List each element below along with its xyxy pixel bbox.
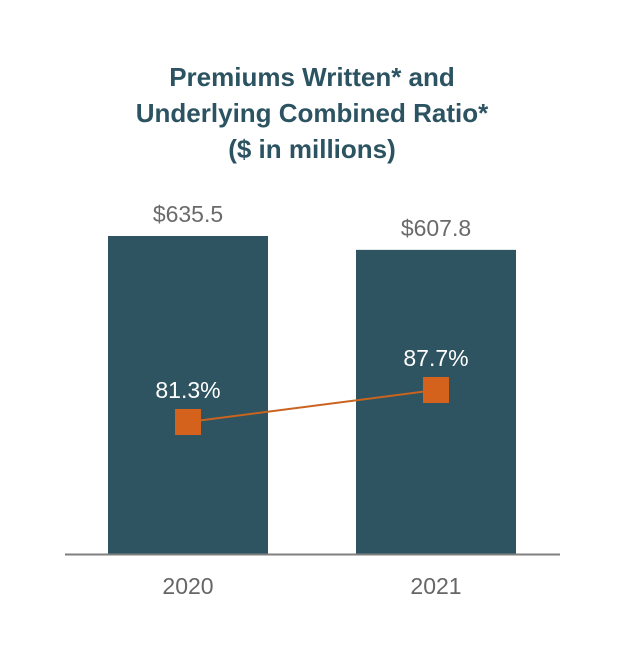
chart-title-line-2: Underlying Combined Ratio* [135,98,489,128]
x-tick-label-2020: 2020 [162,573,213,599]
x-tick-label-2021: 2021 [410,573,461,599]
chart-title-line-1: Premiums Written* and [169,62,455,92]
bar-value-label-2021: $607.8 [401,215,471,241]
ratio-value-label-2020: 81.3% [155,377,220,403]
ratio-value-label-2021: 87.7% [403,345,468,371]
bar-2020 [108,236,268,554]
ratio-line [187,389,437,423]
bar-value-label-2020: $635.5 [153,201,223,227]
ratio-marker-2021 [423,377,449,403]
chart-title-line-3: ($ in millions) [228,134,396,164]
ratio-marker-2020 [175,409,201,435]
